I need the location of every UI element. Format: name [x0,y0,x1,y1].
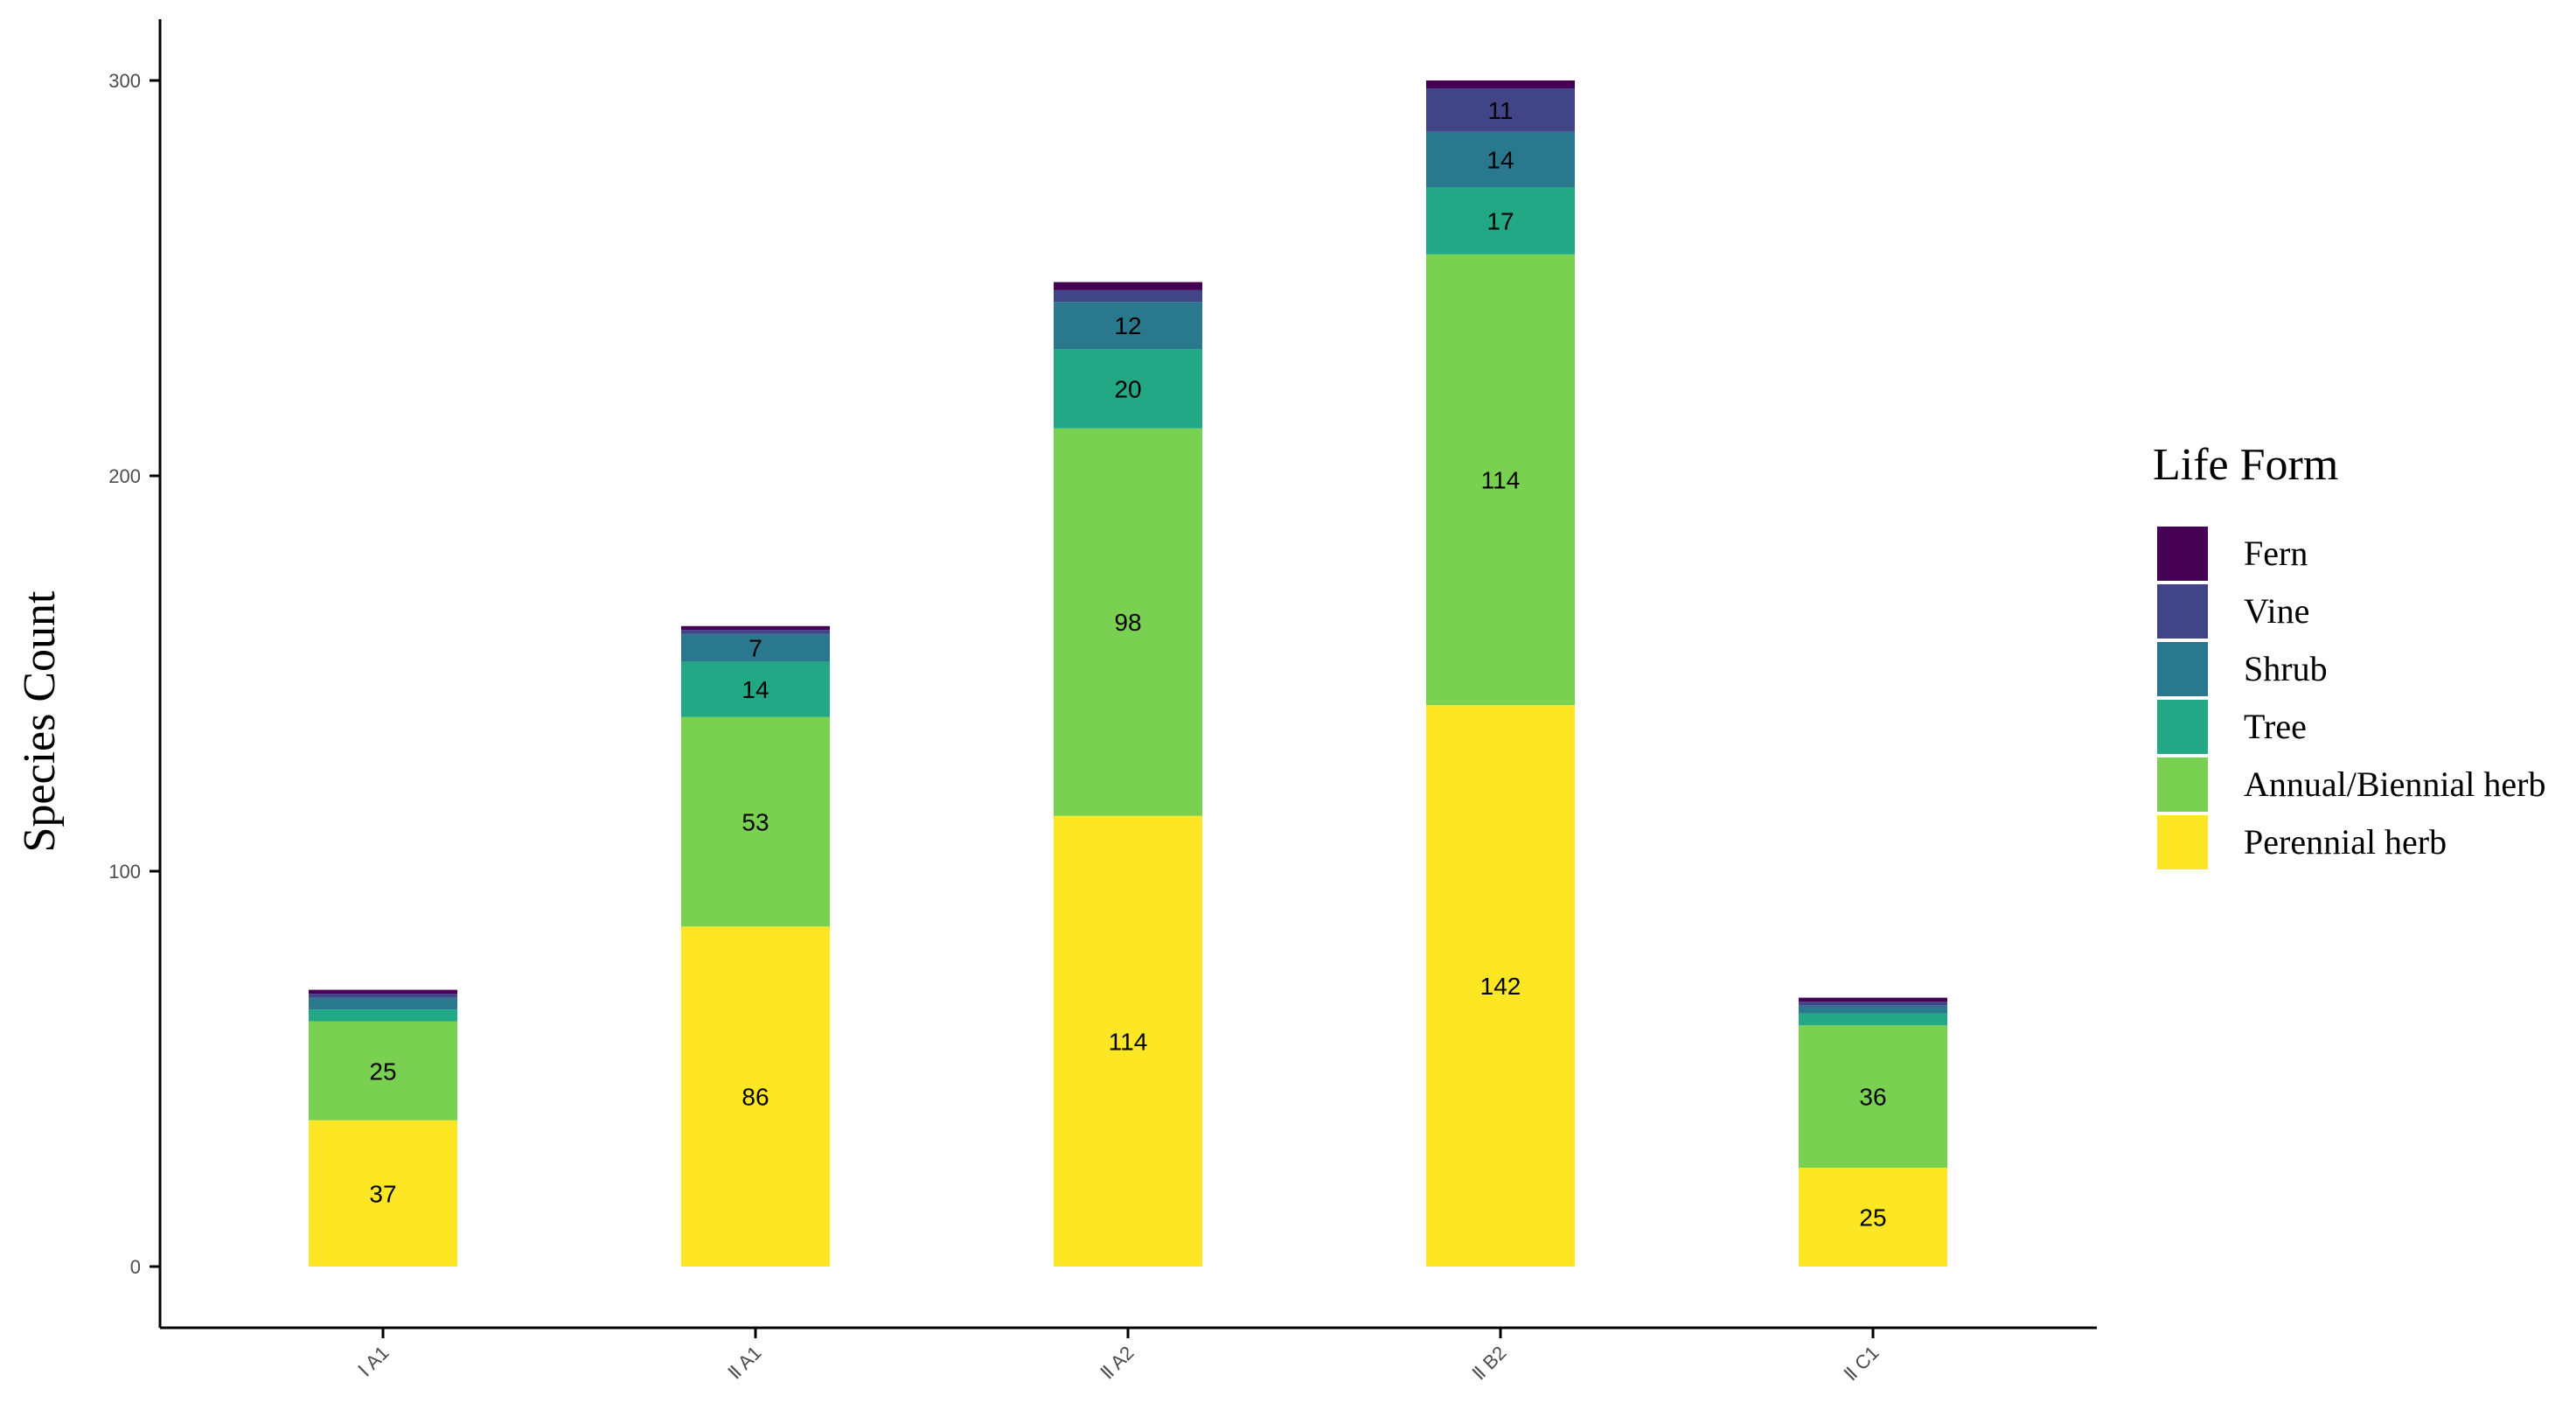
bar-segment [681,661,830,717]
legend: Life Form Fern Vine Shrub Tree Annual/Bienni… [2153,440,2545,869]
y-tick-label: 300 [108,70,141,92]
bar-segment [309,1009,457,1022]
data-label: 86 [741,1084,769,1111]
data-label: 11 [1487,97,1513,124]
bar-segment [1054,302,1202,350]
legend-label: Annual/Biennial herb [2244,764,2545,804]
bars-layer [309,80,1947,1267]
x-ticks: Ⅰ A1 Ⅱ A1 Ⅱ A2 Ⅱ B2 Ⅱ C1 [354,1328,1883,1385]
legend-label: Shrub [2244,649,2328,688]
data-label: 114 [1109,1028,1148,1055]
bar-segment [1799,1013,1947,1026]
legend-label: Tree [2244,707,2307,746]
data-label: 142 [1480,973,1521,1000]
data-label: 25 [1859,1204,1886,1232]
data-label: 14 [741,676,769,703]
data-label: 7 [748,635,762,662]
data-label: 20 [1114,376,1141,403]
data-label: 98 [1114,609,1141,636]
data-label: 17 [1486,207,1514,234]
legend-title: Life Form [2153,440,2338,490]
y-tick-label: 100 [108,861,141,883]
bar-segment [1054,349,1202,429]
bar-segment [1426,187,1575,255]
segment-labels-layer: 37 25 86 53 14 7 114 98 20 12 142 114 17 14 11 25 36 [369,97,1886,1232]
y-tick-label: 200 [108,465,141,487]
bar-segment [681,630,830,634]
bar-segment [681,633,830,662]
bar-segment [1799,1002,1947,1006]
bar-segment [309,989,457,995]
legend-key [2157,527,2208,581]
bar-segment [681,926,830,1267]
bar-segment [1426,80,1575,89]
data-label: 25 [369,1058,396,1085]
data-label: 14 [1486,146,1514,173]
x-tick-label: Ⅱ C1 [1840,1342,1883,1386]
legend-items: Fern Vine Shrub Tree Annual/Biennial herb Per… [2157,527,2545,869]
bar-segment [1799,997,1947,1002]
bar-segment [309,994,457,998]
data-label: 12 [1114,312,1141,339]
legend-key [2157,757,2208,812]
x-tick-label: Ⅱ A1 [724,1342,766,1384]
y-axis-title: Species Count [15,590,65,853]
bar-segment [1054,290,1202,303]
bar-segment [309,1021,457,1120]
x-tick-label: Ⅱ B2 [1468,1342,1511,1385]
legend-key [2157,584,2208,639]
y-ticks: 0 100 200 300 [108,70,160,1278]
data-label: 36 [1859,1084,1886,1111]
bar-segment [1799,1025,1947,1168]
bar-segment [1426,88,1575,132]
bar-segment [1799,1005,1947,1014]
data-label: 37 [369,1180,396,1207]
data-label: 114 [1481,467,1521,494]
bar-segment [309,997,457,1010]
bar-segment [1054,428,1202,816]
legend-label: Fern [2244,534,2308,573]
legend-label: Perennial herb [2244,822,2447,862]
bar-segment [1426,131,1575,188]
bar-segment [681,716,830,927]
y-tick-label: 0 [130,1256,141,1278]
x-tick-label: Ⅱ A2 [1097,1342,1138,1384]
bar-segment [1054,815,1202,1267]
legend-label: Vine [2244,591,2309,631]
x-tick-label: Ⅰ A1 [354,1342,393,1381]
bar-segment [1426,705,1575,1267]
legend-key [2157,815,2208,869]
legend-key [2157,700,2208,754]
bar-segment [309,1120,457,1267]
bar-segment [1426,254,1575,706]
bar-segment [681,625,830,631]
bar-segment [1054,282,1202,290]
legend-key [2157,642,2208,696]
data-label: 53 [741,809,769,836]
bar-segment [1799,1168,1947,1267]
